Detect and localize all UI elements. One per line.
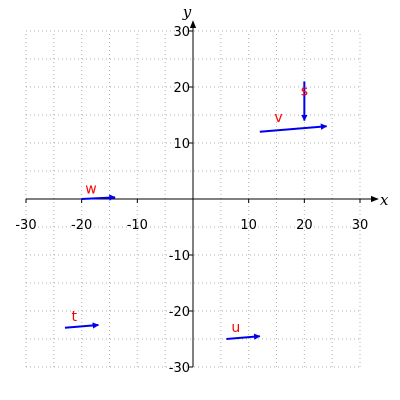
x-tick-label: 20 (296, 218, 313, 233)
y-tick-label: -10 (169, 249, 190, 264)
x-tick-label: -30 (15, 218, 36, 233)
vector-w-arrow (81, 194, 116, 201)
vector-t-arrow (64, 322, 99, 329)
vector-t-label: t (72, 309, 78, 325)
vector-u-label: u (231, 320, 240, 336)
x-tick-label: -10 (127, 218, 148, 233)
y-tick-label: 30 (173, 25, 190, 40)
y-tick-label: 20 (173, 81, 190, 96)
vectors: s v w t u (64, 81, 328, 340)
x-tick-label: -20 (71, 218, 92, 233)
vector-u-arrow (226, 333, 261, 340)
vector-v-arrow (259, 123, 328, 133)
x-tick-label: 10 (240, 218, 257, 233)
vector-w-label: w (85, 181, 96, 197)
y-tick-label: -20 (169, 305, 190, 320)
vector-s-label: s (301, 83, 308, 99)
y-axis-label: y (182, 3, 192, 21)
axes: x y -30 -20 -10 10 20 30 -30 -20 -10 10 20 30 (15, 3, 389, 376)
x-tick-label: 30 (352, 218, 369, 233)
x-axis-label: x (380, 191, 389, 209)
vector-v-label: v (274, 110, 282, 126)
y-tick-label: -30 (169, 361, 190, 376)
y-tick-label: 10 (173, 137, 190, 152)
